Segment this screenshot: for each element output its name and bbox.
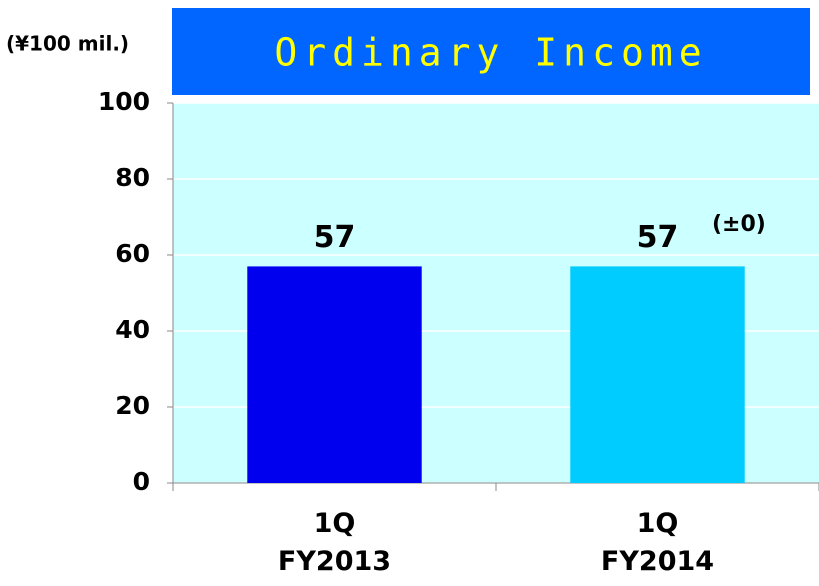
x-tick-label: 1Q FY2014 [600,508,715,577]
bar [570,266,745,483]
y-tick-label: 60 [115,239,150,268]
y-tick-label: 100 [98,87,150,116]
y-tick-label: 0 [133,467,150,496]
y-tick-label: 20 [115,391,150,420]
chart-title: Ordinary Income [274,31,707,75]
bar [247,266,422,483]
y-tick-label: 40 [115,315,150,344]
value-label: 57 [637,220,679,255]
x-tick-label: 1Q FY2013 [277,508,392,577]
annotation: (±0) [712,212,766,237]
y-axis-label: (¥100 mil.) [6,32,129,56]
y-tick-label: 80 [115,163,150,192]
title-box [172,8,810,95]
value-label: 57 [314,220,356,255]
